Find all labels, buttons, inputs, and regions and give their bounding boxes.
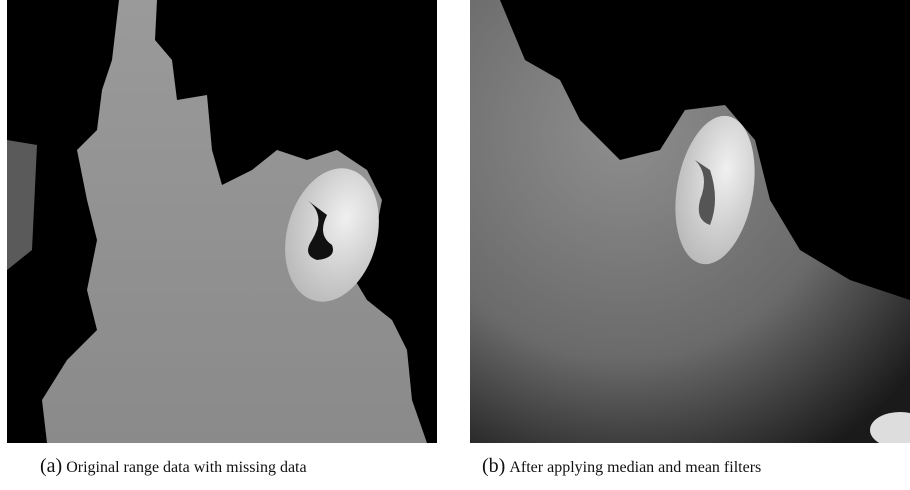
page: (a) Original range data with missing dat… [0,0,910,490]
figure-images [0,0,910,443]
panel-label: (b) [482,455,505,477]
image-a [7,0,437,443]
panel-label: (a) [40,455,62,477]
image-b [470,0,910,443]
caption-text: After applying median and mean filters [509,459,761,476]
caption-a: (a) Original range data with missing dat… [40,455,307,478]
caption-b: (b) After applying median and mean filte… [482,455,761,478]
caption-text: Original range data with missing data [66,459,306,476]
